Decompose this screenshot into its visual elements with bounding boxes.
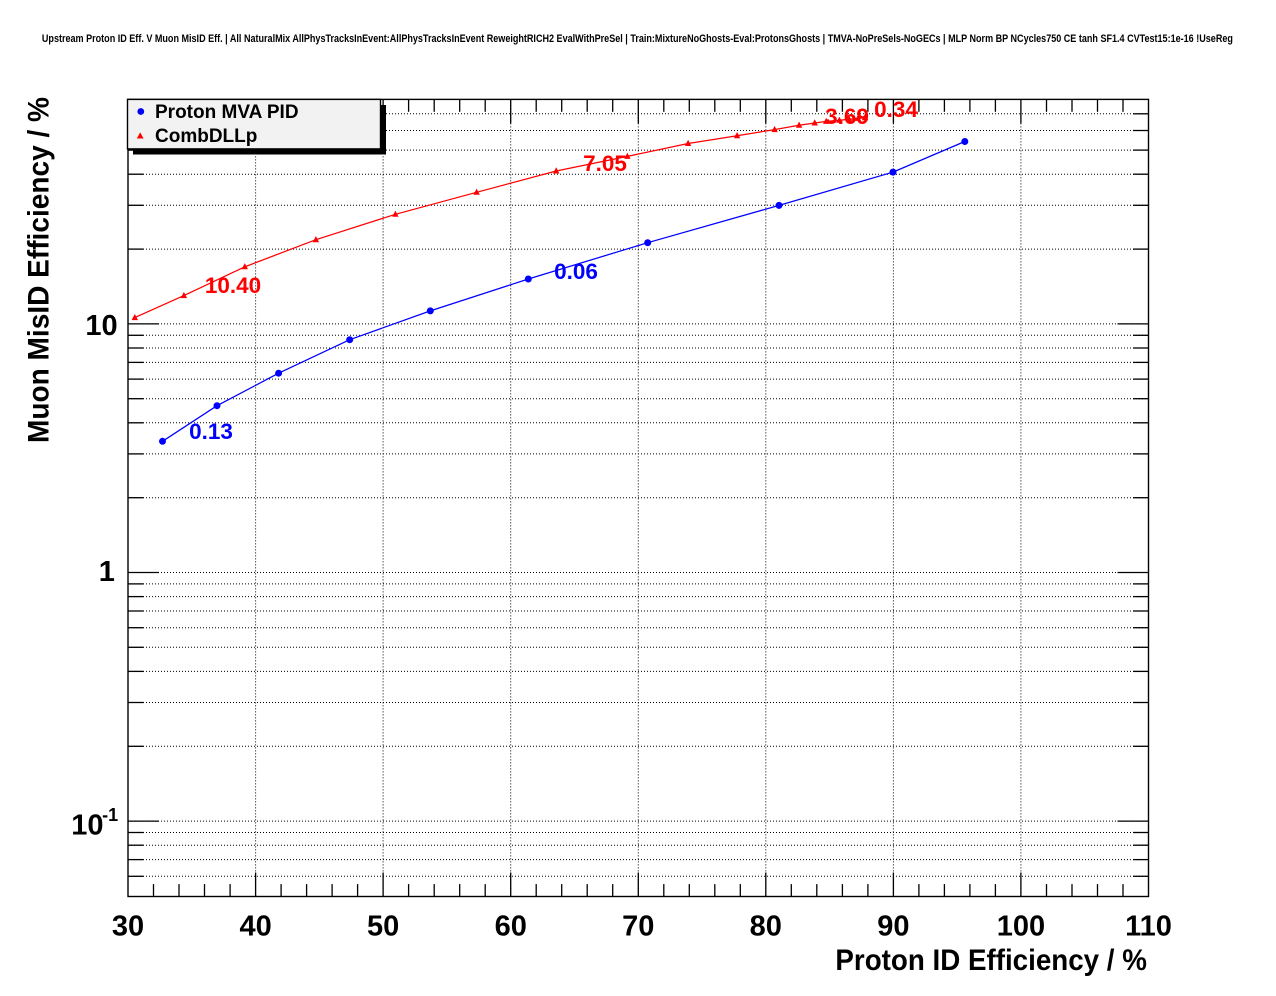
svg-text:0.34: 0.34	[874, 97, 918, 122]
svg-text:Upstream Proton ID Eff. V Muon: Upstream Proton ID Eff. V Muon MisID Eff…	[42, 33, 1233, 45]
svg-text:-1: -1	[102, 805, 118, 825]
svg-text:Muon MisID Efficiency / %: Muon MisID Efficiency / %	[23, 97, 56, 443]
svg-text:50: 50	[367, 911, 399, 943]
svg-text:10.40: 10.40	[205, 273, 261, 298]
svg-text:0.13: 0.13	[189, 419, 233, 444]
svg-text:CombDLLp: CombDLLp	[155, 126, 257, 147]
svg-text:60: 60	[495, 911, 527, 943]
svg-text:40: 40	[239, 911, 271, 943]
svg-text:110: 110	[1125, 911, 1172, 943]
svg-text:10: 10	[85, 310, 117, 342]
svg-text:90: 90	[877, 911, 909, 943]
svg-text:70: 70	[622, 911, 654, 943]
svg-text:1: 1	[99, 556, 115, 588]
svg-text:7.05: 7.05	[583, 151, 627, 176]
svg-text:3.69: 3.69	[825, 104, 869, 129]
svg-text:0.06: 0.06	[554, 259, 598, 284]
svg-text:80: 80	[750, 911, 782, 943]
svg-text:100: 100	[997, 911, 1045, 943]
svg-text:Proton MVA PID: Proton MVA PID	[155, 102, 299, 123]
svg-text:10: 10	[71, 810, 103, 842]
svg-text:30: 30	[112, 911, 144, 943]
svg-text:Proton ID Efficiency / %: Proton ID Efficiency / %	[835, 944, 1147, 977]
